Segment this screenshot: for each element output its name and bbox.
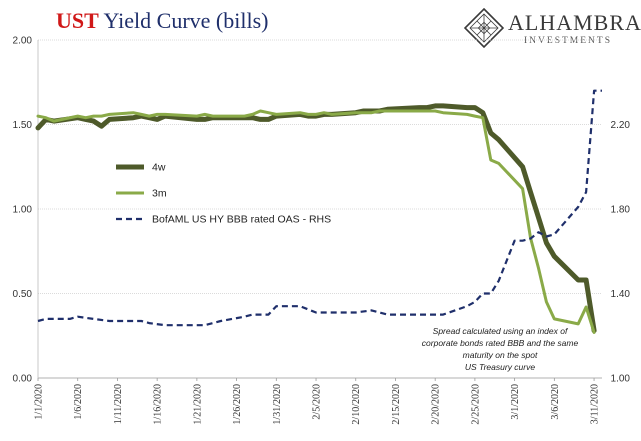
x-tick-label: 3/1/2020 [510,384,521,420]
alhambra-logo: ALHAMBRA INVESTMENTS [462,6,641,50]
y-left-tick-label: 2.00 [13,36,33,47]
chart-title: UST Yield Curve (bills) [56,8,268,34]
annotation-line: Spread calculated using an index of [433,326,569,336]
x-tick-label: 2/25/2020 [470,384,481,425]
title-accent: UST [56,8,99,33]
x-tick-label: 2/20/2020 [431,384,442,425]
x-tick-label: 1/16/2020 [153,384,164,425]
title-rest: Yield Curve (bills) [98,8,269,33]
legend-label: BofAML US HY BBB rated OAS - RHS [152,214,331,226]
x-tick-label: 2/15/2020 [391,384,402,425]
legend: 4w 3m BofAML US HY BBB rated OAS - RHS [116,162,331,226]
series-line-4w [35,103,597,334]
x-tick-label: 1/6/2020 [73,384,84,420]
annotation-line: maturity on the spot [463,350,538,360]
y-right-tick-label: 2.20 [611,120,631,131]
y-left-tick-label: 1.50 [13,120,33,131]
x-tick-label: 1/26/2020 [232,384,243,425]
y-left-tick-label: 0.00 [13,374,33,385]
annotation-note: Spread calculated using an index of corpo… [422,326,579,372]
y-left-tick-label: 0.50 [13,289,33,300]
legend-label: 4w [152,162,166,174]
x-tick-label: 1/21/2020 [192,384,203,425]
x-tick-label: 1/1/2020 [34,384,45,420]
x-tick-label: 2/5/2020 [312,384,323,420]
logo-brand-text: ALHAMBRA [508,10,641,35]
logo-sub-text: INVESTMENTS [524,36,612,46]
legend-label: 3m [152,188,167,200]
y-right-tick-label: 1.00 [611,374,631,385]
series-lines [35,89,602,334]
y-left-tick-label: 1.00 [13,205,33,216]
diamond-logo-icon [464,8,504,48]
axes: 0.00 0.50 1.00 1.50 2.00 1.00 1.40 1.80 2.20 1/1/… [13,36,631,425]
gridlines [38,39,602,294]
annotation-line: corporate bonds rated BBB and the same [422,338,579,348]
series-line-bofaml-us-hy-bbb-rated-oas-rhs [37,89,602,327]
annotation-line: US Treasury curve [465,362,535,372]
y-right-tick-label: 1.80 [611,205,631,216]
series-line-3m [36,109,596,334]
x-tick-label: 1/31/2020 [272,384,283,425]
y-right-tick-label: 1.40 [611,289,631,300]
x-tick-label: 3/11/2020 [590,384,601,424]
x-tick-label: 2/10/2020 [351,384,362,425]
x-tick-label: 3/6/2020 [550,384,561,420]
x-tick-label: 1/11/2020 [113,384,124,424]
